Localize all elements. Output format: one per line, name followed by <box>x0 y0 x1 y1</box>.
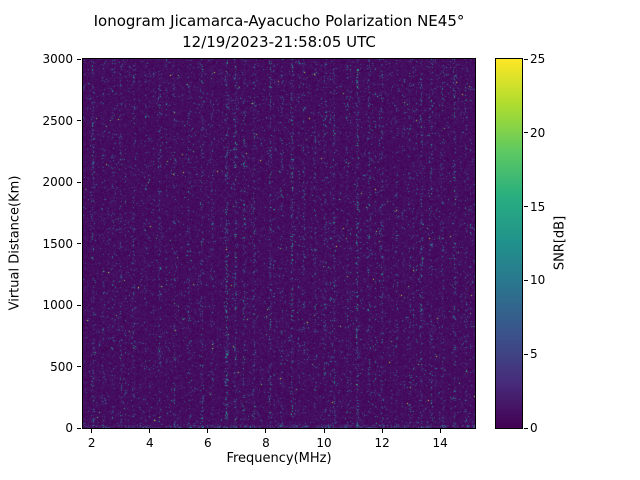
y-tick-label: 2500 <box>42 113 73 128</box>
ionogram-heatmap <box>83 59 475 428</box>
x-tick-mark <box>381 429 383 433</box>
x-tick-label: 2 <box>87 436 96 450</box>
colorbar-gradient <box>496 59 522 428</box>
chart-title-block: Ionogram Jicamarca-Ayacucho Polarization… <box>82 11 476 53</box>
chart-subtitle: 12/19/2023-21:58:05 UTC <box>182 33 376 51</box>
y-tick-mark <box>77 243 81 244</box>
colorbar-tick-mark <box>524 206 528 208</box>
y-tick-label: 2000 <box>42 175 73 189</box>
x-tick-label: 10 <box>316 436 332 450</box>
colorbar-tick-mark <box>524 353 528 355</box>
y-tick-label: 500 <box>50 359 73 374</box>
colorbar-tick-mark <box>524 58 528 60</box>
colorbar-tick-mark <box>524 427 528 429</box>
y-tick-mark <box>77 366 81 367</box>
y-tick-mark <box>77 304 81 306</box>
plot-area <box>82 58 476 429</box>
x-tick-mark <box>149 429 151 433</box>
x-tick-mark <box>323 429 325 433</box>
y-tick-label: 0 <box>65 421 73 435</box>
colorbar-tick-mark <box>524 279 528 281</box>
y-tick-label: 1500 <box>42 236 73 251</box>
y-tick-mark <box>77 58 81 60</box>
chart-title: Ionogram Jicamarca-Ayacucho Polarization… <box>93 12 465 30</box>
colorbar-tick-label: 20 <box>530 125 546 140</box>
colorbar-tick-label: 5 <box>530 347 538 362</box>
y-tick-label: 3000 <box>42 52 73 66</box>
y-tick-mark <box>77 427 81 429</box>
y-axis-label: Virtual Distance(Km) <box>7 175 23 311</box>
colorbar <box>495 58 523 429</box>
colorbar-label: SNR[dB] <box>552 215 568 271</box>
x-tick-mark <box>439 429 441 433</box>
y-tick-mark <box>77 120 81 121</box>
colorbar-tick-label: 0 <box>530 421 538 435</box>
x-tick-label: 6 <box>204 436 212 450</box>
x-tick-mark <box>265 429 267 433</box>
x-tick-label: 8 <box>262 436 270 450</box>
x-tick-mark <box>91 429 93 433</box>
y-tick-mark <box>77 181 81 183</box>
colorbar-tick-label: 10 <box>530 273 546 288</box>
colorbar-tick-label: 25 <box>530 52 546 66</box>
colorbar-tick-mark <box>524 132 528 134</box>
y-tick-label: 1000 <box>42 298 73 312</box>
x-tick-label: 4 <box>145 436 154 450</box>
x-tick-mark <box>207 429 209 433</box>
colorbar-tick-label: 15 <box>530 199 546 214</box>
x-tick-label: 14 <box>432 436 448 450</box>
x-tick-label: 12 <box>374 436 390 450</box>
x-axis-label: Frequency(MHz) <box>226 451 332 466</box>
